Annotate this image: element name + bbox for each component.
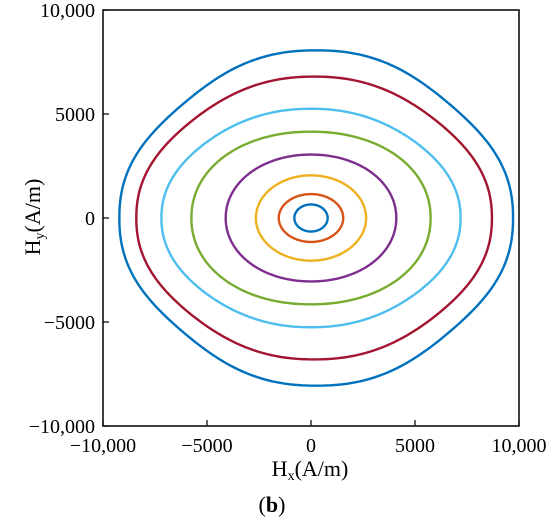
series-curve-4 [224,153,398,283]
y-tick-label: 5000 [55,104,95,126]
x-axis-label: Hx(A/m) [272,456,349,484]
plot-area-frame [102,9,520,427]
y-tick-label: 10,000 [40,0,95,22]
series-curves [118,49,515,387]
x-axis-ticks: −10,000 −5000 0 5000 10,000 [70,420,547,457]
y-axis-label-base: H [20,239,45,255]
x-tick-label: −5000 [181,435,232,457]
y-axis-ticks: −10,000 −5000 0 5000 10,000 [29,0,109,438]
x-tick-label: 10,000 [492,435,547,457]
caption-label: b [266,492,278,517]
y-tick-label: 0 [85,208,95,230]
series-curve-1 [293,203,329,233]
caption-close: ) [278,492,285,517]
y-axis-label-unit: (A/m) [20,179,45,233]
x-axis-label-unit: (A/m) [295,456,349,481]
figure-caption: (b) [259,492,286,517]
series-curve-2 [277,192,345,244]
y-tick-label: −5000 [44,312,95,334]
x-axis-label-sub: x [288,469,295,484]
series-curve-7 [135,75,494,361]
y-tick-label: −10,000 [29,416,95,438]
x-tick-label: 0 [306,435,316,457]
series-curve-5 [190,130,432,306]
y-axis-label: Hy(A/m) [20,179,48,256]
series-curve-3 [254,174,368,262]
series-curve-6 [160,107,462,329]
x-axis-label-base: H [272,456,288,481]
x-tick-label: 5000 [395,435,435,457]
x-tick-label: −10,000 [70,435,136,457]
y-axis-label-sub: y [33,232,48,239]
series-curve-8 [118,49,515,387]
caption-open: ( [259,492,266,517]
